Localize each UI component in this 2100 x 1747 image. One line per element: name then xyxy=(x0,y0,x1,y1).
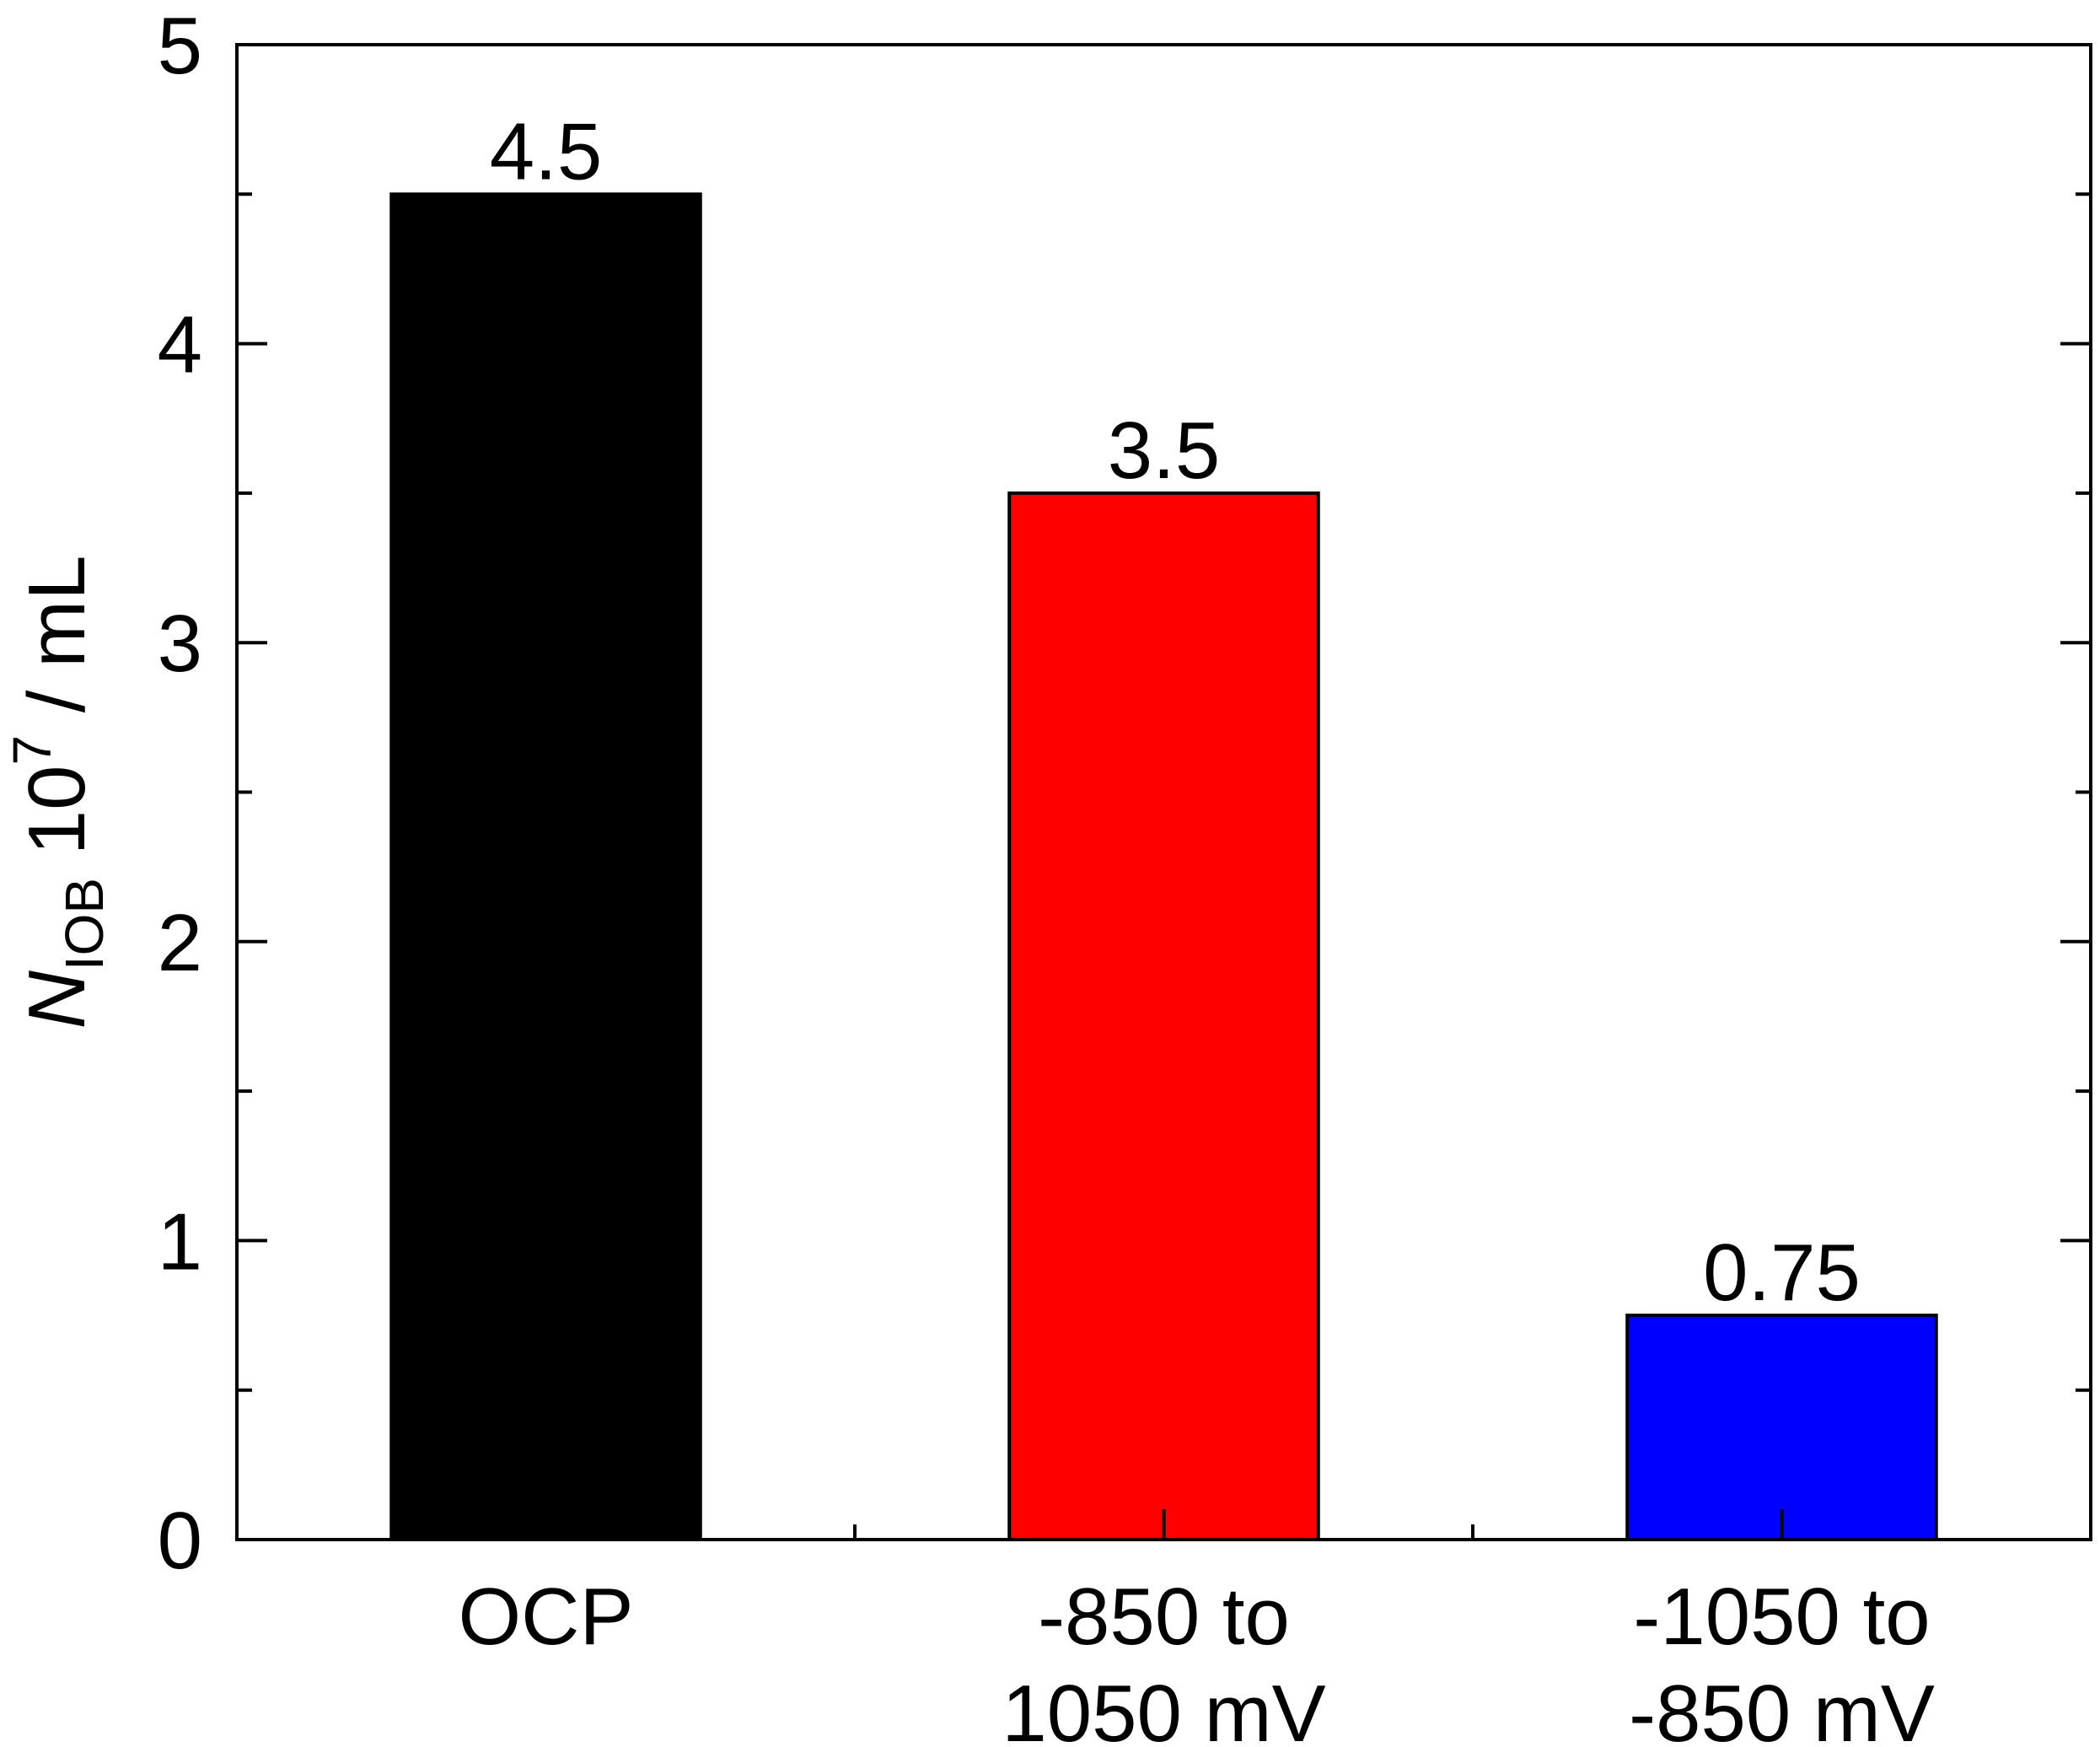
y-tick-label: 5 xyxy=(158,1,202,91)
y-tick-label: 1 xyxy=(158,1196,202,1287)
x-tick-label: -850 mV xyxy=(1629,1669,1935,1747)
bar xyxy=(1007,491,1320,1541)
data-label: 0.75 xyxy=(1703,1228,1861,1318)
x-tick-label: -1050 to xyxy=(1633,1572,1930,1662)
y-axis-label-symbol: N xyxy=(12,970,102,1029)
y-axis-label: NIOB 107 / mL xyxy=(2,556,115,1029)
data-label: 4.5 xyxy=(490,106,602,196)
x-tick-label: -850 to xyxy=(1038,1572,1290,1662)
y-tick-label: 0 xyxy=(158,1496,202,1586)
y-axis-label-superscript: 7 xyxy=(2,735,62,766)
bar xyxy=(389,192,702,1541)
y-tick-label: 2 xyxy=(158,898,202,988)
y-tick-label: 3 xyxy=(158,599,202,689)
y-tick-label: 4 xyxy=(158,300,202,390)
y-axis-label-subscript: IOB xyxy=(54,878,115,970)
data-label: 3.5 xyxy=(1108,406,1220,496)
plot-frame xyxy=(235,43,2092,1541)
y-axis-label-scale: 10 xyxy=(12,765,102,877)
y-axis-label-unit: / mL xyxy=(12,556,102,735)
x-tick-label: 1050 mV xyxy=(1002,1669,1325,1747)
x-tick-label: OCP xyxy=(458,1572,633,1662)
bar xyxy=(1625,1314,1938,1542)
bars-layer xyxy=(389,192,1938,1542)
